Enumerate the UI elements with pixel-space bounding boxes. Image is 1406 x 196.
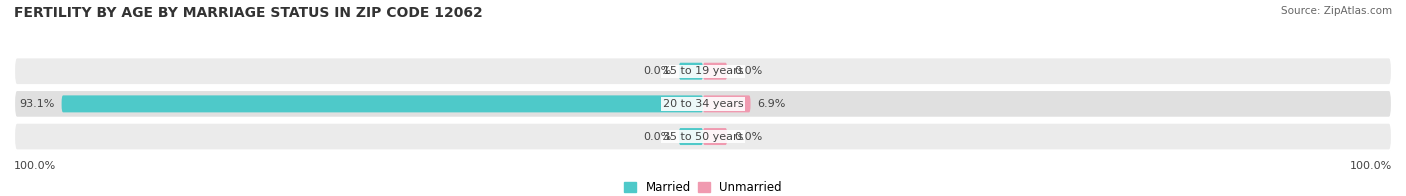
- FancyBboxPatch shape: [703, 63, 727, 80]
- Text: 100.0%: 100.0%: [1350, 161, 1392, 171]
- Legend: Married, Unmarried: Married, Unmarried: [620, 176, 786, 196]
- Text: 15 to 19 years: 15 to 19 years: [662, 66, 744, 76]
- FancyBboxPatch shape: [679, 63, 703, 80]
- Text: 93.1%: 93.1%: [20, 99, 55, 109]
- FancyBboxPatch shape: [14, 57, 1392, 85]
- Text: 0.0%: 0.0%: [734, 132, 762, 142]
- Text: 20 to 34 years: 20 to 34 years: [662, 99, 744, 109]
- FancyBboxPatch shape: [14, 123, 1392, 151]
- FancyBboxPatch shape: [703, 128, 727, 145]
- FancyBboxPatch shape: [679, 128, 703, 145]
- Text: 35 to 50 years: 35 to 50 years: [662, 132, 744, 142]
- Text: Source: ZipAtlas.com: Source: ZipAtlas.com: [1281, 6, 1392, 16]
- Text: 0.0%: 0.0%: [644, 132, 672, 142]
- FancyBboxPatch shape: [14, 90, 1392, 118]
- Text: 0.0%: 0.0%: [734, 66, 762, 76]
- Text: 100.0%: 100.0%: [14, 161, 56, 171]
- Text: 6.9%: 6.9%: [758, 99, 786, 109]
- FancyBboxPatch shape: [62, 95, 703, 112]
- Text: 0.0%: 0.0%: [644, 66, 672, 76]
- FancyBboxPatch shape: [703, 95, 751, 112]
- Text: FERTILITY BY AGE BY MARRIAGE STATUS IN ZIP CODE 12062: FERTILITY BY AGE BY MARRIAGE STATUS IN Z…: [14, 6, 482, 20]
